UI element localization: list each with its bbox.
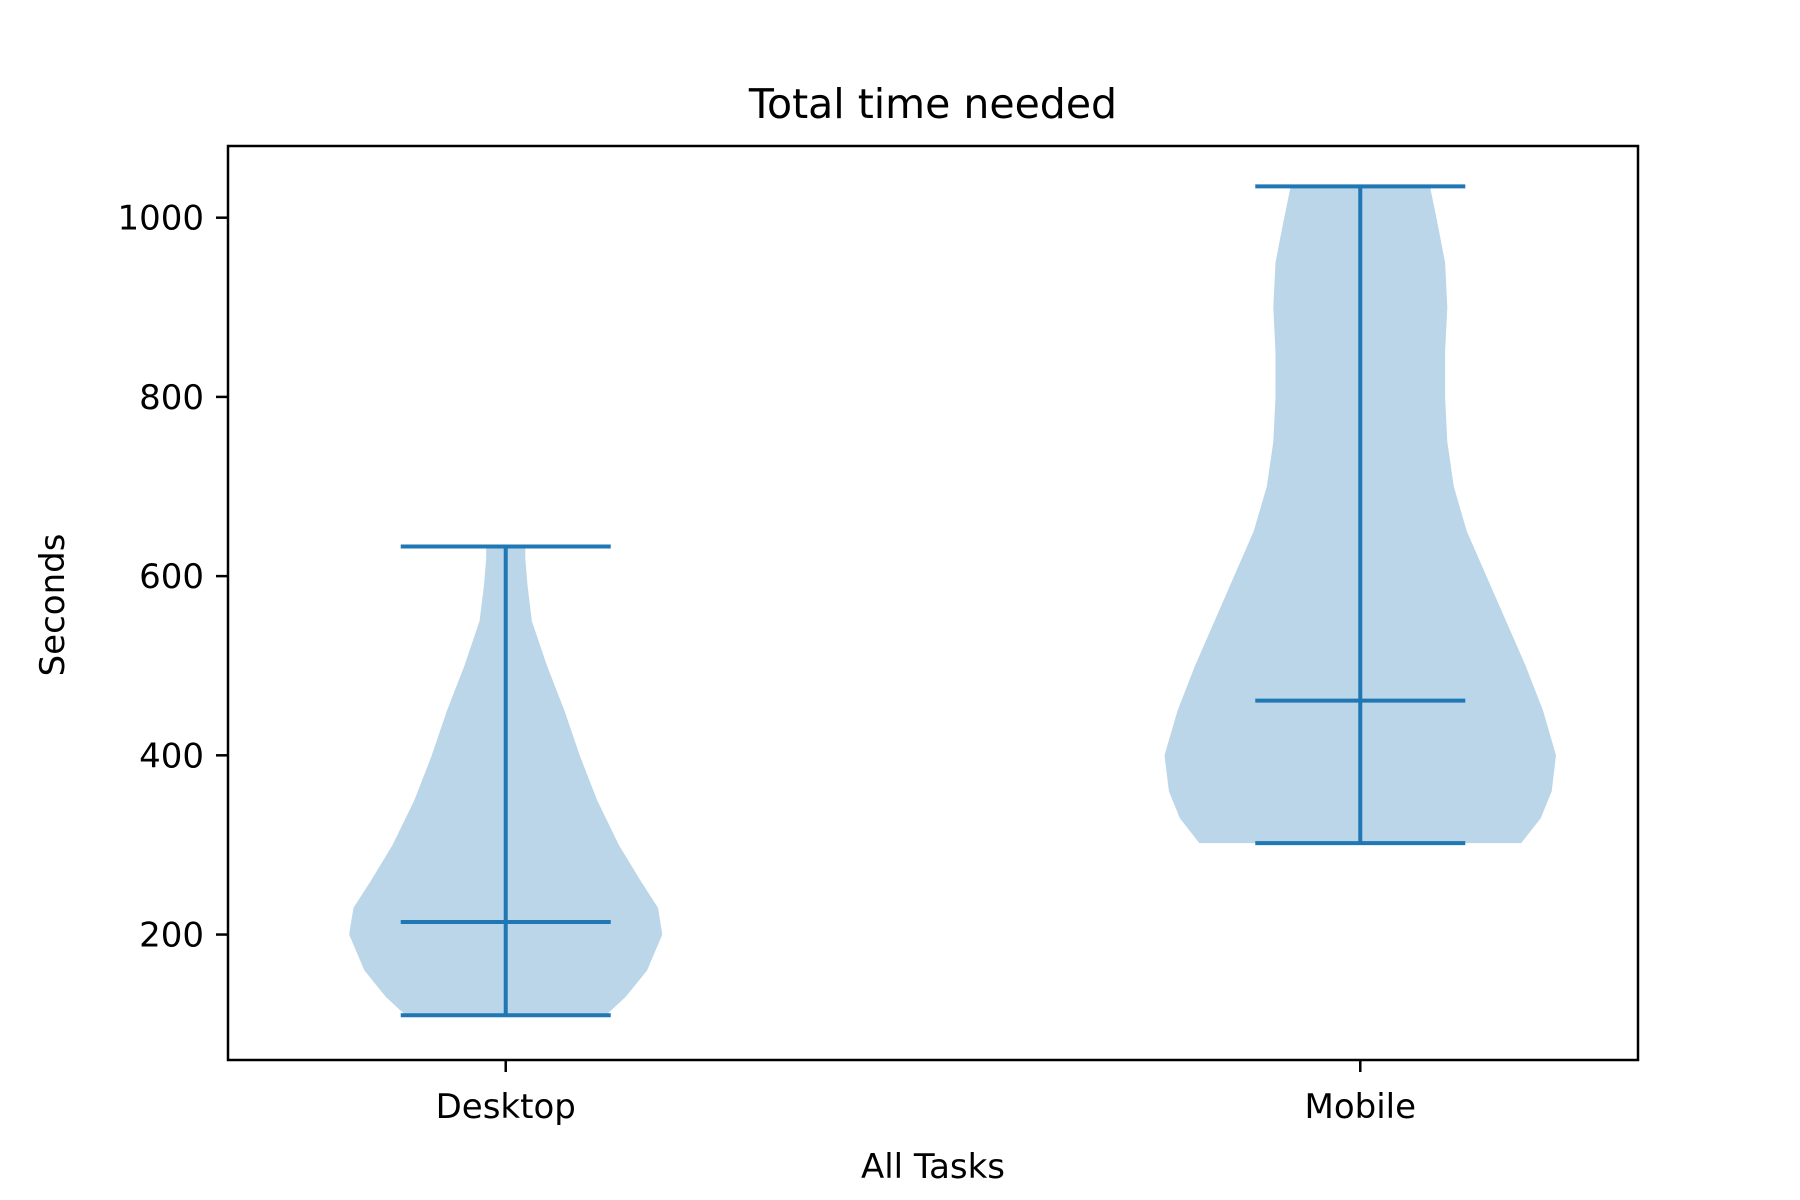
y-axis: 200 400 600 800 1000 <box>117 199 228 956</box>
plot-area <box>349 184 1556 1018</box>
y-axis-title: Seconds <box>33 534 73 677</box>
y-tick-label-600: 600 <box>139 557 204 597</box>
y-tick-label-200: 200 <box>139 916 204 956</box>
y-tick-label-1000: 1000 <box>117 199 204 239</box>
chart-title: Total time needed <box>748 80 1117 128</box>
x-axis: Desktop Mobile <box>436 1060 1416 1127</box>
x-tick-label-desktop: Desktop <box>436 1087 576 1127</box>
x-axis-title: All Tasks <box>861 1147 1005 1187</box>
y-tick-label-800: 800 <box>139 378 204 418</box>
plot-frame <box>226 144 1640 1062</box>
x-tick-label-mobile: Mobile <box>1305 1087 1417 1127</box>
y-tick-label-400: 400 <box>139 736 204 776</box>
